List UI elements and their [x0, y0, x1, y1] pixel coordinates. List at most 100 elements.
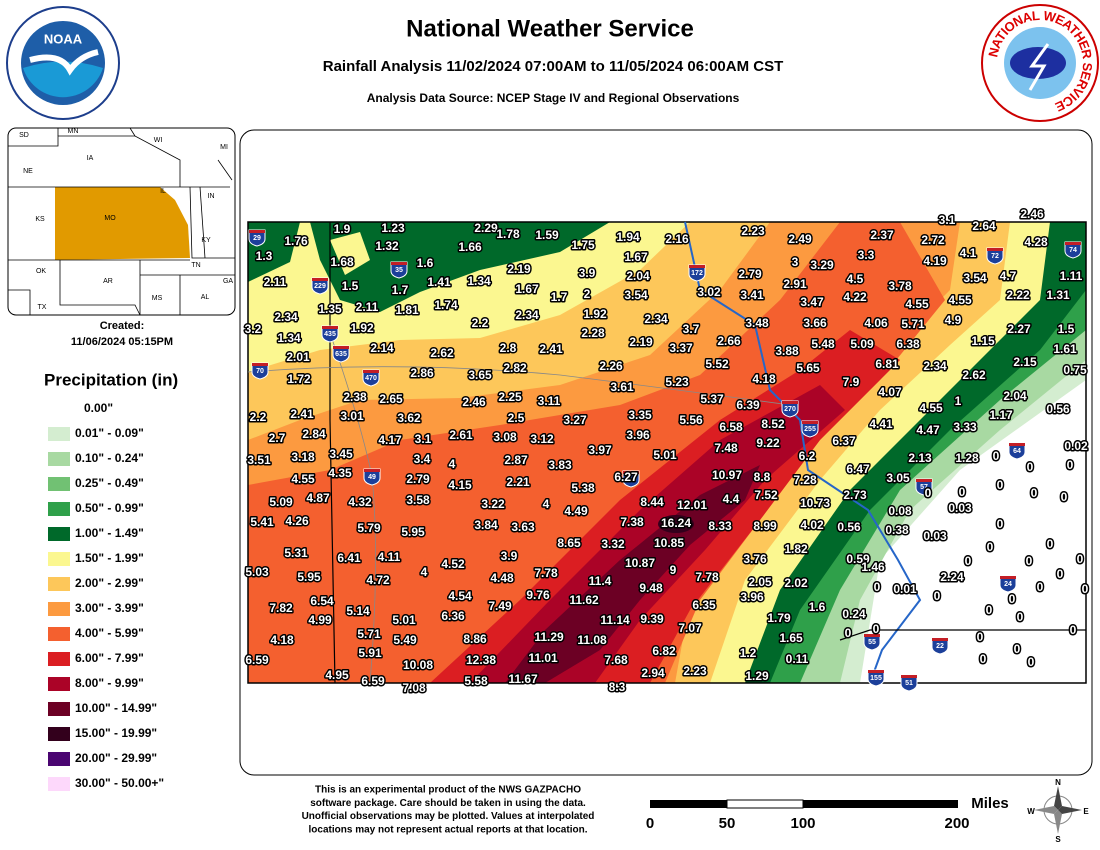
highway-number: 55	[868, 639, 876, 646]
station-value: 5.52	[705, 357, 729, 371]
station-value: 16.24	[661, 516, 691, 530]
station-value: 7.38	[620, 515, 644, 529]
highway-shield-top	[1065, 242, 1081, 245]
station-value: 3.83	[548, 458, 572, 472]
station-value: 3.4	[414, 452, 431, 466]
created-label: Created:	[100, 320, 145, 332]
station-value: 3.88	[775, 344, 799, 358]
station-value: 2.79	[406, 472, 430, 486]
station-value: 6.58	[719, 420, 743, 434]
station-value: 1.32	[375, 239, 399, 253]
station-value: 1.65	[779, 631, 803, 645]
state-label: IA	[87, 155, 94, 162]
highway-number: 70	[256, 368, 264, 375]
station-value: 9.48	[639, 581, 663, 595]
station-value: 0	[873, 622, 880, 636]
station-value: 7.49	[488, 599, 512, 613]
station-value: 10.08	[403, 658, 433, 672]
station-value: 1.72	[287, 372, 311, 386]
highway-shield	[1064, 241, 1082, 259]
station-value: 4	[449, 457, 456, 471]
station-value: 5.01	[653, 448, 677, 462]
station-value: 4.47	[916, 423, 940, 437]
station-value: 3.48	[745, 316, 769, 330]
station-value: 2.22	[1006, 288, 1030, 302]
station-value: 0.03	[948, 501, 972, 515]
station-value: 1.78	[496, 227, 520, 241]
station-value: 7.78	[534, 566, 558, 580]
boundaries	[247, 221, 1087, 684]
highway-shield	[999, 575, 1017, 593]
station-value: 4.26	[285, 514, 309, 528]
station-value: 5.95	[401, 525, 425, 539]
highway-shield-top	[363, 370, 379, 373]
station-value: 6.2	[799, 449, 816, 463]
station-value: 0.08	[888, 504, 912, 518]
station-value: 3.78	[888, 279, 912, 293]
station-value: 2.21	[506, 475, 530, 489]
state-label: MN	[68, 128, 79, 135]
station-value: 4.49	[564, 504, 588, 518]
station-value: 2.23	[741, 224, 765, 238]
scale-label: 50	[719, 815, 736, 832]
station-value: 2.94	[641, 666, 665, 680]
legend-label: 0.00"	[84, 401, 113, 415]
station-value: 2.05	[748, 575, 772, 589]
station-value: 2.26	[599, 359, 623, 373]
station-value: 5.37	[700, 392, 724, 406]
highway-shield-top	[864, 634, 880, 637]
legend: 0.00" 0.01" - 0.09" 0.10" - 0.24" 0.25" - 0…	[48, 401, 164, 791]
station-value: 4.95	[325, 668, 349, 682]
station-value: 3.29	[810, 258, 834, 272]
station-value: 1.3	[256, 249, 273, 263]
highway-number: 470	[365, 375, 377, 382]
station-value: 2.5	[508, 411, 525, 425]
station-value: 1.28	[955, 451, 979, 465]
highway-shield-top	[249, 230, 265, 233]
station-value: 2.23	[683, 664, 707, 678]
station-value: 5.48	[811, 337, 835, 351]
station-value: 2.19	[507, 262, 531, 276]
station-value: 7.48	[714, 441, 738, 455]
station-value: 3.11	[538, 394, 561, 408]
station-value: 7.9	[843, 375, 860, 389]
station-value: 2.25	[498, 390, 522, 404]
station-value: 6.81	[875, 357, 899, 371]
station-value: 4.72	[366, 573, 390, 587]
station-value: 2.73	[843, 488, 867, 502]
station-value: 3.33	[953, 420, 977, 434]
highway-shield	[900, 674, 918, 692]
station-value: 1.76	[284, 234, 308, 248]
station-value: 1.61	[1053, 342, 1077, 356]
station-value: 2.64	[972, 219, 996, 233]
station-value: 0	[959, 485, 966, 499]
station-value: 5.03	[245, 565, 269, 579]
station-value: 0	[977, 630, 984, 644]
station-value: 11.4	[589, 574, 612, 588]
compass	[1034, 786, 1082, 834]
highway-number: 51	[905, 680, 913, 687]
station-value: 0	[965, 554, 972, 568]
legend-swatch	[48, 777, 70, 791]
station-value: 3.12	[530, 432, 554, 446]
state-label: AR	[103, 278, 113, 285]
station-value: 1.5	[342, 279, 359, 293]
station-value: 3.61	[610, 380, 634, 394]
footnote-line: This is an experimental product of the N…	[315, 785, 581, 796]
station-value: 4.06	[864, 316, 888, 330]
station-value: 2.46	[462, 395, 486, 409]
station-value: 4	[543, 497, 550, 511]
station-value: 1.2	[740, 646, 757, 660]
noaa-text: NOAA	[44, 31, 83, 46]
highway-shield-top	[623, 471, 639, 474]
highway-shield-top	[689, 265, 705, 268]
station-value: 3.9	[579, 266, 596, 280]
highway-shield	[248, 229, 266, 247]
station-value: 0	[1026, 554, 1033, 568]
station-value: 2.29	[474, 221, 498, 235]
station-value: 8.52	[761, 417, 785, 431]
station-value: 0	[1027, 460, 1034, 474]
station-value: 4.4	[723, 492, 740, 506]
station-value: 3.32	[601, 537, 625, 551]
station-value: 3.58	[406, 493, 430, 507]
